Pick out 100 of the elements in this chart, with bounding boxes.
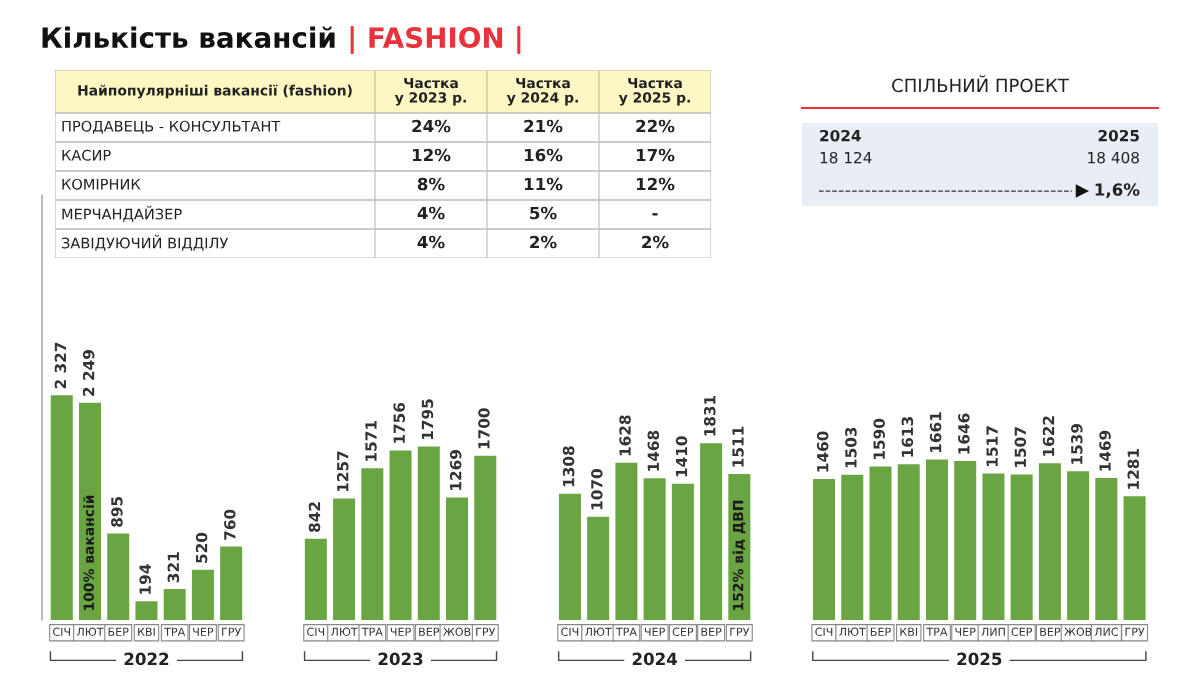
data-label: 321 <box>167 552 180 583</box>
x-tick-label: ЖОВ <box>1064 627 1092 636</box>
data-label: 1468 <box>647 430 660 471</box>
x-tick-label: ЧЕР <box>644 627 665 636</box>
data-label: 1511 <box>732 426 744 467</box>
bar <box>389 450 412 620</box>
x-tick-label: ГРУ <box>730 627 750 636</box>
text: 2024 <box>820 129 861 142</box>
data-label: 1539 <box>1071 424 1083 464</box>
x-tick-label: БЕР <box>870 627 891 636</box>
bar <box>474 455 497 620</box>
x-tick-label: КВІ <box>900 627 918 636</box>
data-label: 1661 <box>929 412 942 453</box>
bar <box>587 516 610 620</box>
category-label: КАСИР <box>62 149 111 161</box>
text: - <box>652 213 658 216</box>
text: 12% <box>636 177 675 191</box>
data-label: 1700 <box>478 408 490 449</box>
bar <box>925 459 948 620</box>
x-tick-label: ГРУ <box>1125 627 1145 636</box>
x-tick-label: ГРУ <box>222 627 242 636</box>
bar <box>107 533 130 620</box>
category-label: Найпопулярніші вакансії (fashion) <box>78 84 352 99</box>
x-tick-label: ЛЮТ <box>839 627 866 636</box>
data-label: 1756 <box>393 402 405 443</box>
text: 2024 <box>632 652 678 666</box>
data-label: 2 249 <box>82 350 95 396</box>
bar <box>333 498 356 620</box>
annotation: 100% вакансій <box>83 495 95 610</box>
category-label: ЗАВІДУЮЧИЙ ВІДДІЛУ <box>61 234 229 251</box>
category-label: Частка у 2024 р. <box>506 77 578 106</box>
data-label: 895 <box>111 496 123 527</box>
x-tick-label: ЧЕР <box>390 627 411 636</box>
data-label: 842 <box>308 502 321 532</box>
annotation: 1,6% <box>1095 183 1140 198</box>
bar <box>1123 496 1146 620</box>
data-label: 1590 <box>873 418 885 459</box>
data-label: 1257 <box>336 451 349 492</box>
x-tick-label: ЛЮТ <box>330 627 358 636</box>
bar <box>1095 478 1118 620</box>
x-tick-label: ВЕР <box>1040 627 1061 636</box>
x-tick-label: СІЧ <box>53 627 70 636</box>
text: 16% <box>524 148 563 162</box>
data-label: 1410 <box>675 436 688 477</box>
bar <box>304 538 327 620</box>
bar <box>869 466 892 620</box>
data-label: 1070 <box>591 469 603 510</box>
x-tick-label: ТРА <box>615 627 637 636</box>
text: 18 408 <box>1088 151 1139 164</box>
x-tick-label: ЖОВ <box>443 627 471 636</box>
x-tick-label: СІЧ <box>307 627 325 636</box>
text: 5% <box>530 206 557 220</box>
bar <box>191 569 214 620</box>
bar <box>220 546 243 620</box>
bar <box>615 462 638 620</box>
text: 2022 <box>124 652 169 666</box>
data-label: 1646 <box>958 413 970 454</box>
bar <box>643 478 666 620</box>
text: СПІЛЬНИЙ ПРОЕКТ <box>892 75 1069 93</box>
data-label: 1613 <box>901 417 914 457</box>
data-label: 760 <box>224 509 236 540</box>
chart-title: Кількість вакансій | FASHION | <box>42 26 521 54</box>
data-label: 1622 <box>1042 416 1055 456</box>
text: 4% <box>417 206 445 220</box>
x-tick-label: ЛЮТ <box>76 627 104 636</box>
bar <box>1067 471 1090 620</box>
x-tick-label: ВЕР <box>701 627 722 636</box>
data-label: 1308 <box>562 446 575 487</box>
bar <box>163 588 186 620</box>
text: 8% <box>417 177 445 191</box>
x-tick-label: СЕР <box>1011 627 1033 636</box>
bar <box>446 497 469 620</box>
data-label: 1269 <box>449 450 462 490</box>
text: 24% <box>412 119 451 133</box>
x-tick-label: ЧЕР <box>955 627 976 636</box>
x-tick-label: СЕР <box>672 627 694 636</box>
data-label: 2 327 <box>54 342 67 389</box>
data-label: 520 <box>195 532 208 563</box>
bar <box>361 468 384 620</box>
text: 2% <box>642 235 669 249</box>
text: 2025 <box>1098 129 1139 142</box>
category-label: МЕРЧАНДАЙЗЕР <box>62 205 182 222</box>
bar <box>954 461 977 620</box>
x-tick-label: ГРУ <box>476 627 496 636</box>
x-tick-label: ЛЮТ <box>585 627 612 636</box>
data-label: 1503 <box>845 427 857 468</box>
text: 12% <box>412 148 451 162</box>
text: 2% <box>530 235 557 249</box>
text: 17% <box>636 148 675 162</box>
text: 22% <box>636 119 675 133</box>
x-tick-label: ЛИП <box>981 627 1005 636</box>
data-label: 1469 <box>1099 430 1111 471</box>
category-label: Частка у 2025 р. <box>618 77 690 106</box>
bar <box>558 493 581 620</box>
data-label: 194 <box>139 564 151 594</box>
x-tick-label: ВЕР <box>419 627 440 636</box>
bar <box>50 395 73 620</box>
x-tick-label: ТРА <box>164 627 186 636</box>
bar <box>897 464 920 620</box>
data-label: 1517 <box>986 426 998 466</box>
